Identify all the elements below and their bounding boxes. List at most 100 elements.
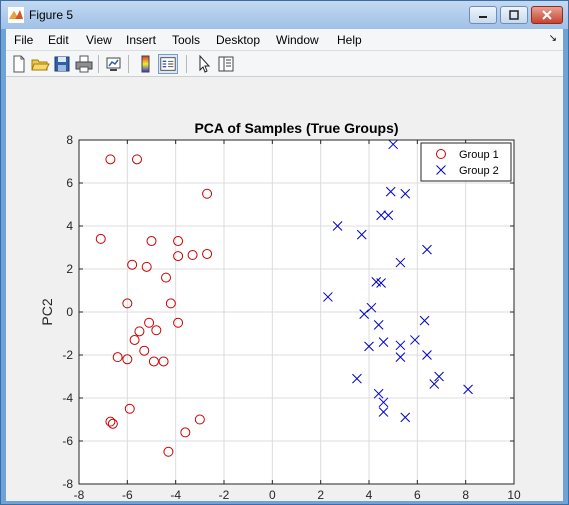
data-point-group-2 xyxy=(388,139,399,150)
data-point-group-2 xyxy=(400,412,411,423)
data-point-group-2 xyxy=(463,384,473,395)
data-point-group-1 xyxy=(105,416,116,427)
menu-insert[interactable]: Insert xyxy=(126,33,157,47)
data-point-group-2 xyxy=(378,397,389,408)
figure-toolbar xyxy=(6,51,563,77)
legend-marker-group-2 xyxy=(436,165,446,175)
data-point-group-2 xyxy=(352,373,362,384)
menu-bar: File Edit View Insert Tools Desktop Wind… xyxy=(6,29,563,51)
data-point-group-2 xyxy=(376,210,386,221)
data-point-group-2 xyxy=(378,407,389,417)
x-tick-label: 8 xyxy=(462,488,469,501)
data-point-group-1 xyxy=(124,403,135,414)
data-point-group-1 xyxy=(202,188,213,199)
menu-overflow-icon[interactable]: ↘ xyxy=(548,33,557,44)
legend-label-group-1: Group 1 xyxy=(459,149,499,161)
legend-box xyxy=(420,142,512,182)
data-point-group-2 xyxy=(373,320,384,330)
data-point-group-2 xyxy=(356,229,367,240)
title-bar[interactable]: Figure 5 xyxy=(1,1,568,29)
data-point-group-1 xyxy=(148,356,159,367)
data-point-group-1 xyxy=(158,356,169,367)
new-figure-icon[interactable] xyxy=(9,54,29,74)
toolbar-separator xyxy=(128,55,129,73)
toolbar-separator xyxy=(98,55,99,73)
data-point-group-2 xyxy=(323,292,333,302)
data-point-group-2 xyxy=(400,188,411,199)
data-point-group-1 xyxy=(163,446,174,457)
x-tick-label: -6 xyxy=(122,488,133,501)
data-point-group-1 xyxy=(144,317,155,328)
data-point-group-2 xyxy=(422,350,432,360)
legend-icon[interactable] xyxy=(158,54,178,74)
data-point-group-1 xyxy=(202,248,213,259)
save-icon[interactable] xyxy=(52,54,72,74)
legend-label-group-2: Group 2 xyxy=(459,165,499,177)
menu-window[interactable]: Window xyxy=(276,33,319,47)
close-icon xyxy=(542,10,552,20)
y-axis-label: PC2 xyxy=(39,298,55,325)
x-tick-label: 2 xyxy=(317,488,324,501)
open-file-icon[interactable] xyxy=(30,54,50,74)
property-editor-icon[interactable] xyxy=(216,54,236,74)
data-point-group-1 xyxy=(194,414,205,425)
data-point-group-2 xyxy=(366,302,377,313)
y-tick-label: 2 xyxy=(66,262,73,276)
colorbar-icon[interactable] xyxy=(136,54,156,74)
data-point-group-1 xyxy=(173,317,184,328)
data-point-group-1 xyxy=(139,345,150,356)
x-tick-label: -4 xyxy=(170,488,181,501)
menu-desktop[interactable]: Desktop xyxy=(216,33,261,47)
data-point-group-2 xyxy=(378,337,389,347)
x-tick-label: -8 xyxy=(74,488,85,501)
scatter-plot[interactable]: -8 -6 -4 -2 0 2 4 6 8 10 -8 -6 -4 -2 0 2 4 6 8 PCA of Sampl… xyxy=(6,78,563,501)
data-point-group-2 xyxy=(364,341,374,352)
menu-tools[interactable]: Tools xyxy=(172,33,201,47)
data-point-group-1 xyxy=(107,418,118,429)
data-point-group-1 xyxy=(173,251,184,262)
print-icon[interactable] xyxy=(74,54,94,74)
x-tick-label: 4 xyxy=(366,488,373,501)
y-tick-label: 4 xyxy=(66,219,73,233)
data-point-group-1 xyxy=(105,154,116,165)
x-tick-label: 0 xyxy=(269,488,276,501)
data-point-group-1 xyxy=(146,236,157,247)
chart-title: PCA of Samples (True Groups) xyxy=(194,120,398,136)
data-point-group-1 xyxy=(129,334,140,345)
link-plot-icon[interactable] xyxy=(104,54,124,74)
figure-canvas: -8 -6 -4 -2 0 2 4 6 8 10 -8 -6 -4 -2 0 2 4 6 8 PCA of Sampl… xyxy=(6,78,563,501)
data-point-group-2 xyxy=(395,352,406,363)
data-point-group-2 xyxy=(385,186,396,197)
data-point-group-1 xyxy=(127,259,138,270)
window-title: Figure 5 xyxy=(29,8,74,22)
y-tick-label: 0 xyxy=(66,305,73,319)
data-point-group-1 xyxy=(134,326,145,337)
x-tick-label: 10 xyxy=(507,488,521,501)
y-tick-label: -6 xyxy=(62,434,73,448)
menu-edit[interactable]: Edit xyxy=(48,33,69,47)
data-point-group-1 xyxy=(180,427,191,438)
data-point-group-1 xyxy=(122,354,133,365)
data-point-group-2 xyxy=(373,388,384,399)
toolbar-separator xyxy=(186,55,187,73)
data-point-group-1 xyxy=(132,154,142,165)
data-point-group-1 xyxy=(112,352,123,363)
data-point-group-1 xyxy=(173,236,184,247)
menu-file[interactable]: File xyxy=(14,33,34,47)
close-button[interactable] xyxy=(531,6,563,24)
data-point-group-2 xyxy=(395,257,406,268)
data-point-group-2 xyxy=(395,340,406,351)
matlab-logo-icon xyxy=(8,7,24,23)
maximize-button[interactable] xyxy=(500,6,528,24)
menu-view[interactable]: View xyxy=(86,33,112,47)
data-point-group-2 xyxy=(422,244,432,255)
minimize-button[interactable] xyxy=(469,6,497,24)
menu-help[interactable]: Help xyxy=(337,33,362,47)
data-point-group-1 xyxy=(95,233,106,244)
minimize-icon xyxy=(479,16,487,18)
maximize-icon xyxy=(509,10,519,20)
y-tick-label: 6 xyxy=(66,176,73,190)
data-point-group-1 xyxy=(151,325,162,336)
pointer-icon[interactable] xyxy=(194,54,214,74)
